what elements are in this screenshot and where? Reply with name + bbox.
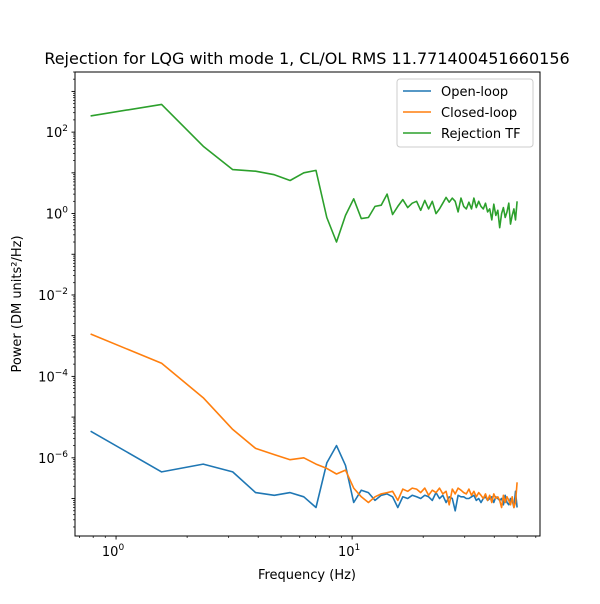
legend-label: Rejection TF [441, 127, 521, 142]
legend-label: Closed-loop [441, 106, 517, 121]
series-line-rejection-tf [90, 103, 518, 243]
x-axis-label: Frequency (Hz) [258, 568, 356, 583]
series-line-open-loop [90, 430, 518, 512]
y-axis-ticks: 10−6 10−4 10−2 100 102 [38, 71, 75, 528]
y-tick-label: 10−6 [38, 450, 68, 467]
y-axis-label: Power (DM units²/Hz) [10, 235, 25, 372]
y-tick-label: 100 [46, 206, 69, 223]
legend-box [396, 78, 534, 148]
chart-title: Rejection for LQG with mode 1, CL/OL RMS… [44, 49, 569, 68]
legend-label: Open-loop [441, 85, 508, 100]
y-tick-label: 10−4 [38, 368, 68, 385]
plot-area [90, 103, 518, 512]
y-tick-label: 102 [46, 124, 68, 141]
x-tick-label: 100 [102, 543, 125, 560]
x-tick-label: 101 [338, 543, 360, 560]
y-tick-label: 10−2 [38, 287, 68, 304]
series-line-closed-loop [90, 333, 518, 509]
plot-frame [74, 71, 541, 537]
legend: Open-loop Closed-loop Rejection TF [396, 78, 534, 148]
x-axis-ticks: 100 101 [79, 536, 537, 560]
